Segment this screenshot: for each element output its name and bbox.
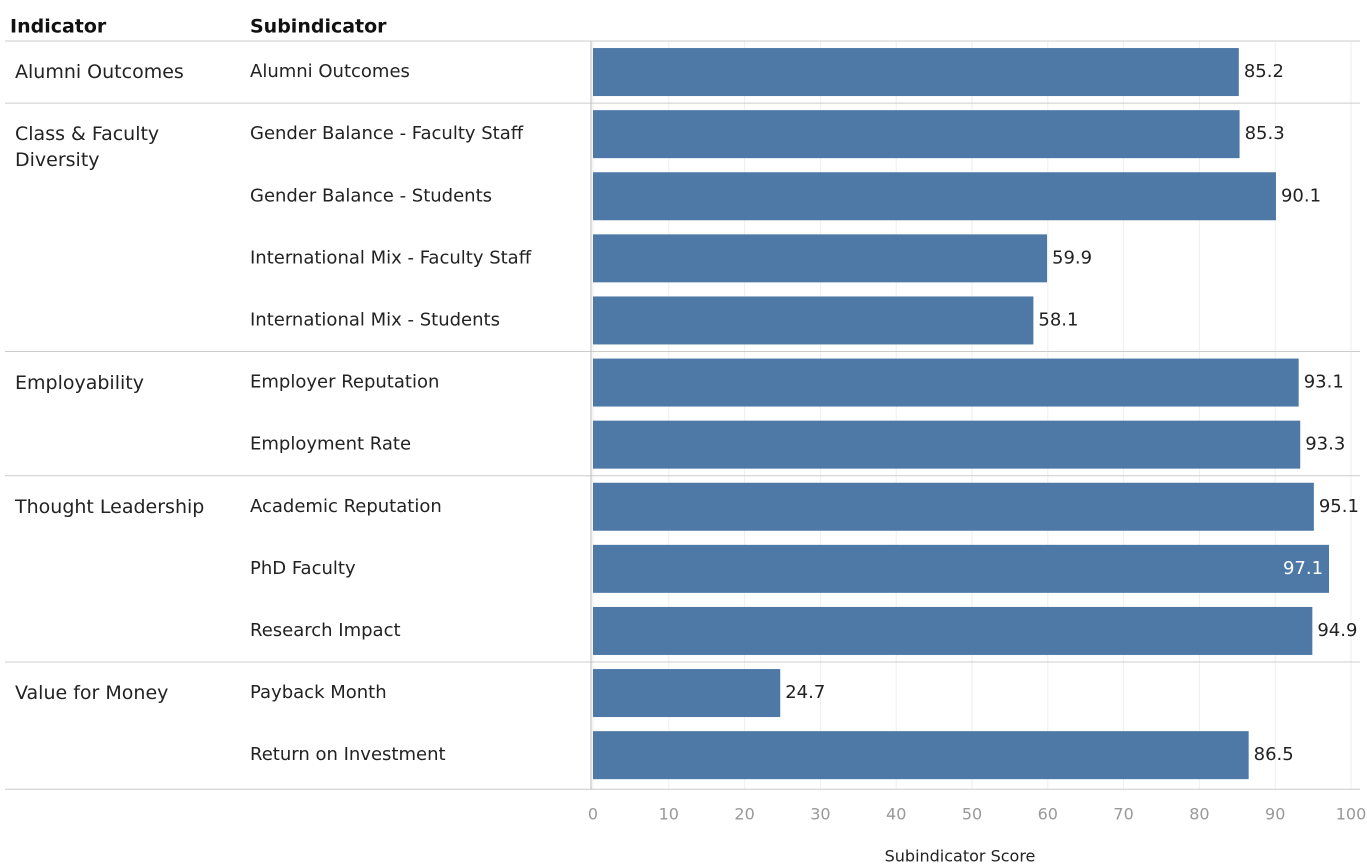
value-label: 24.7: [785, 682, 825, 703]
x-axis-title: Subindicator Score: [885, 847, 1036, 866]
x-tick-label: 100: [1336, 805, 1367, 824]
indicator-label: Thought Leadership: [15, 495, 205, 518]
value-label: 59.9: [1052, 247, 1092, 268]
x-tick-label: 40: [886, 805, 906, 824]
value-label: 85.3: [1245, 123, 1285, 144]
subindicator-label: Gender Balance - Faculty Staff: [250, 123, 524, 144]
indicator-label: Class & Faculty Diversity: [15, 123, 160, 172]
bar: [593, 172, 1276, 221]
bar: [593, 669, 781, 718]
subindicator-label: International Mix - Faculty Staff: [250, 247, 532, 268]
x-tick-label: 80: [1189, 805, 1209, 824]
x-tick-label: 0: [588, 805, 598, 824]
subindicator-label: Research Impact: [250, 620, 401, 641]
subindicator-label: International Mix - Students: [250, 309, 500, 330]
value-label: 95.1: [1319, 496, 1359, 517]
bar: [593, 234, 1048, 283]
value-label: 97.1: [1283, 558, 1323, 579]
value-label: 93.1: [1304, 372, 1344, 393]
bar: [593, 482, 1314, 531]
column-header: Indicator: [10, 16, 107, 38]
x-tick-label: 20: [734, 805, 754, 824]
value-label: 93.3: [1305, 434, 1345, 455]
value-label: 90.1: [1281, 185, 1321, 206]
bar: [593, 48, 1239, 97]
indicator-label: Employability: [15, 371, 144, 394]
bar: [593, 731, 1249, 780]
value-label: 94.9: [1317, 620, 1357, 641]
value-label: 86.5: [1254, 744, 1294, 765]
subindicator-label: Academic Reputation: [250, 496, 442, 517]
bar: [593, 606, 1313, 655]
indicator-label: Alumni Outcomes: [15, 61, 184, 83]
value-label: 58.1: [1038, 309, 1078, 330]
subindicator-label: Return on Investment: [250, 744, 446, 765]
bar: [593, 296, 1034, 345]
subindicator-label: Employer Reputation: [250, 372, 439, 393]
x-tick-label: 70: [1113, 805, 1133, 824]
x-tick-label: 90: [1265, 805, 1285, 824]
bar: [593, 544, 1330, 593]
bar: [593, 358, 1299, 407]
x-tick-label: 50: [962, 805, 982, 824]
subindicator-label: Gender Balance - Students: [250, 185, 492, 206]
column-header: Subindicator: [250, 16, 387, 38]
bar: [593, 420, 1301, 469]
subindicator-label: Alumni Outcomes: [250, 61, 410, 82]
x-tick-label: 30: [810, 805, 830, 824]
subindicator-label: Payback Month: [250, 682, 387, 703]
subindicator-label: PhD Faculty: [250, 558, 356, 579]
indicator-label: Value for Money: [15, 682, 169, 704]
subindicator-label: Employment Rate: [250, 434, 411, 455]
x-tick-label: 60: [1038, 805, 1058, 824]
value-label: 85.2: [1244, 61, 1284, 82]
bar: [593, 110, 1240, 159]
x-tick-label: 10: [659, 805, 679, 824]
